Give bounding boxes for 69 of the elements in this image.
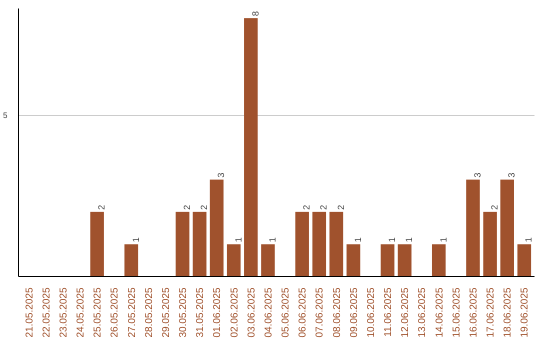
x-tick-label: 07.06.2025 bbox=[314, 287, 326, 338]
bar bbox=[432, 244, 446, 276]
x-tick-label: 18.06.2025 bbox=[502, 287, 514, 338]
bar bbox=[500, 180, 514, 276]
bar bbox=[210, 180, 224, 276]
data-label: 1 bbox=[438, 237, 448, 242]
x-tick-label: 27.05.2025 bbox=[126, 287, 138, 338]
bar bbox=[244, 18, 258, 276]
x-tick-label: 24.05.2025 bbox=[76, 287, 87, 338]
data-label: 1 bbox=[267, 237, 278, 242]
bar bbox=[380, 244, 394, 276]
data-label: 1 bbox=[352, 237, 363, 242]
x-tick-label: 14.06.2025 bbox=[434, 287, 446, 338]
x-tick-label: 23.05.2025 bbox=[58, 287, 70, 338]
x-tick-label: 21.05.2025 bbox=[24, 287, 36, 338]
x-tick-label: 26.05.2025 bbox=[110, 287, 121, 338]
data-label: 3 bbox=[506, 172, 517, 178]
data-label: 2 bbox=[302, 204, 312, 210]
data-label: 2 bbox=[336, 204, 346, 210]
x-tick-label: 02.06.2025 bbox=[229, 287, 240, 338]
x-tick-label: 16.06.2025 bbox=[468, 287, 480, 338]
bar bbox=[483, 212, 497, 276]
bar bbox=[517, 244, 532, 276]
data-label: 1 bbox=[233, 237, 244, 242]
data-label: 1 bbox=[387, 237, 398, 242]
bar bbox=[192, 212, 206, 276]
bar bbox=[124, 244, 138, 276]
bar bbox=[295, 212, 309, 276]
data-label: 1 bbox=[404, 237, 414, 242]
bar bbox=[90, 212, 104, 276]
bar bbox=[329, 212, 344, 276]
x-tick-label: 25.05.2025 bbox=[92, 287, 104, 338]
x-tick-label: 31.05.2025 bbox=[195, 287, 206, 338]
x-tick-label: 19.06.2025 bbox=[520, 287, 531, 338]
x-tick-label: 08.06.2025 bbox=[332, 287, 343, 338]
x-tick-label: 05.06.2025 bbox=[280, 287, 292, 338]
data-label: 8 bbox=[250, 11, 260, 16]
bar bbox=[346, 244, 360, 276]
x-tick-label: 01.06.2025 bbox=[212, 287, 224, 338]
data-label: 1 bbox=[524, 237, 534, 242]
x-tick-label: 15.06.2025 bbox=[451, 287, 462, 338]
data-label: 2 bbox=[199, 204, 210, 210]
bar bbox=[176, 212, 190, 276]
x-tick-label: 03.06.2025 bbox=[246, 287, 258, 338]
bar bbox=[466, 180, 480, 276]
x-tick-label: 09.06.2025 bbox=[348, 287, 360, 338]
bar bbox=[261, 244, 275, 276]
bar bbox=[312, 212, 326, 276]
data-label: 2 bbox=[490, 204, 500, 210]
data-label: 3 bbox=[472, 172, 482, 178]
data-label: 2 bbox=[96, 204, 107, 210]
y-tick-label: 5 bbox=[3, 111, 8, 120]
x-tick-label: 29.05.2025 bbox=[160, 287, 172, 338]
x-tick-label: 04.06.2025 bbox=[263, 287, 274, 338]
data-label: 2 bbox=[182, 204, 192, 210]
data-label: 2 bbox=[318, 204, 329, 210]
x-tick-label: 22.05.2025 bbox=[41, 287, 52, 338]
x-tick-label: 13.06.2025 bbox=[417, 287, 428, 338]
bar bbox=[398, 244, 412, 276]
data-label: 3 bbox=[216, 172, 226, 178]
x-tick-label: 06.06.2025 bbox=[298, 287, 309, 338]
x-tick-label: 17.06.2025 bbox=[486, 287, 497, 338]
x-tick-label: 12.06.2025 bbox=[400, 287, 412, 338]
x-tick-label: 28.05.2025 bbox=[144, 287, 155, 338]
x-tick-label: 11.06.2025 bbox=[383, 287, 394, 337]
data-label: 1 bbox=[130, 237, 141, 242]
x-tick-label: 10.06.2025 bbox=[366, 287, 377, 338]
bar bbox=[226, 244, 241, 276]
x-tick-label: 30.05.2025 bbox=[178, 287, 190, 338]
